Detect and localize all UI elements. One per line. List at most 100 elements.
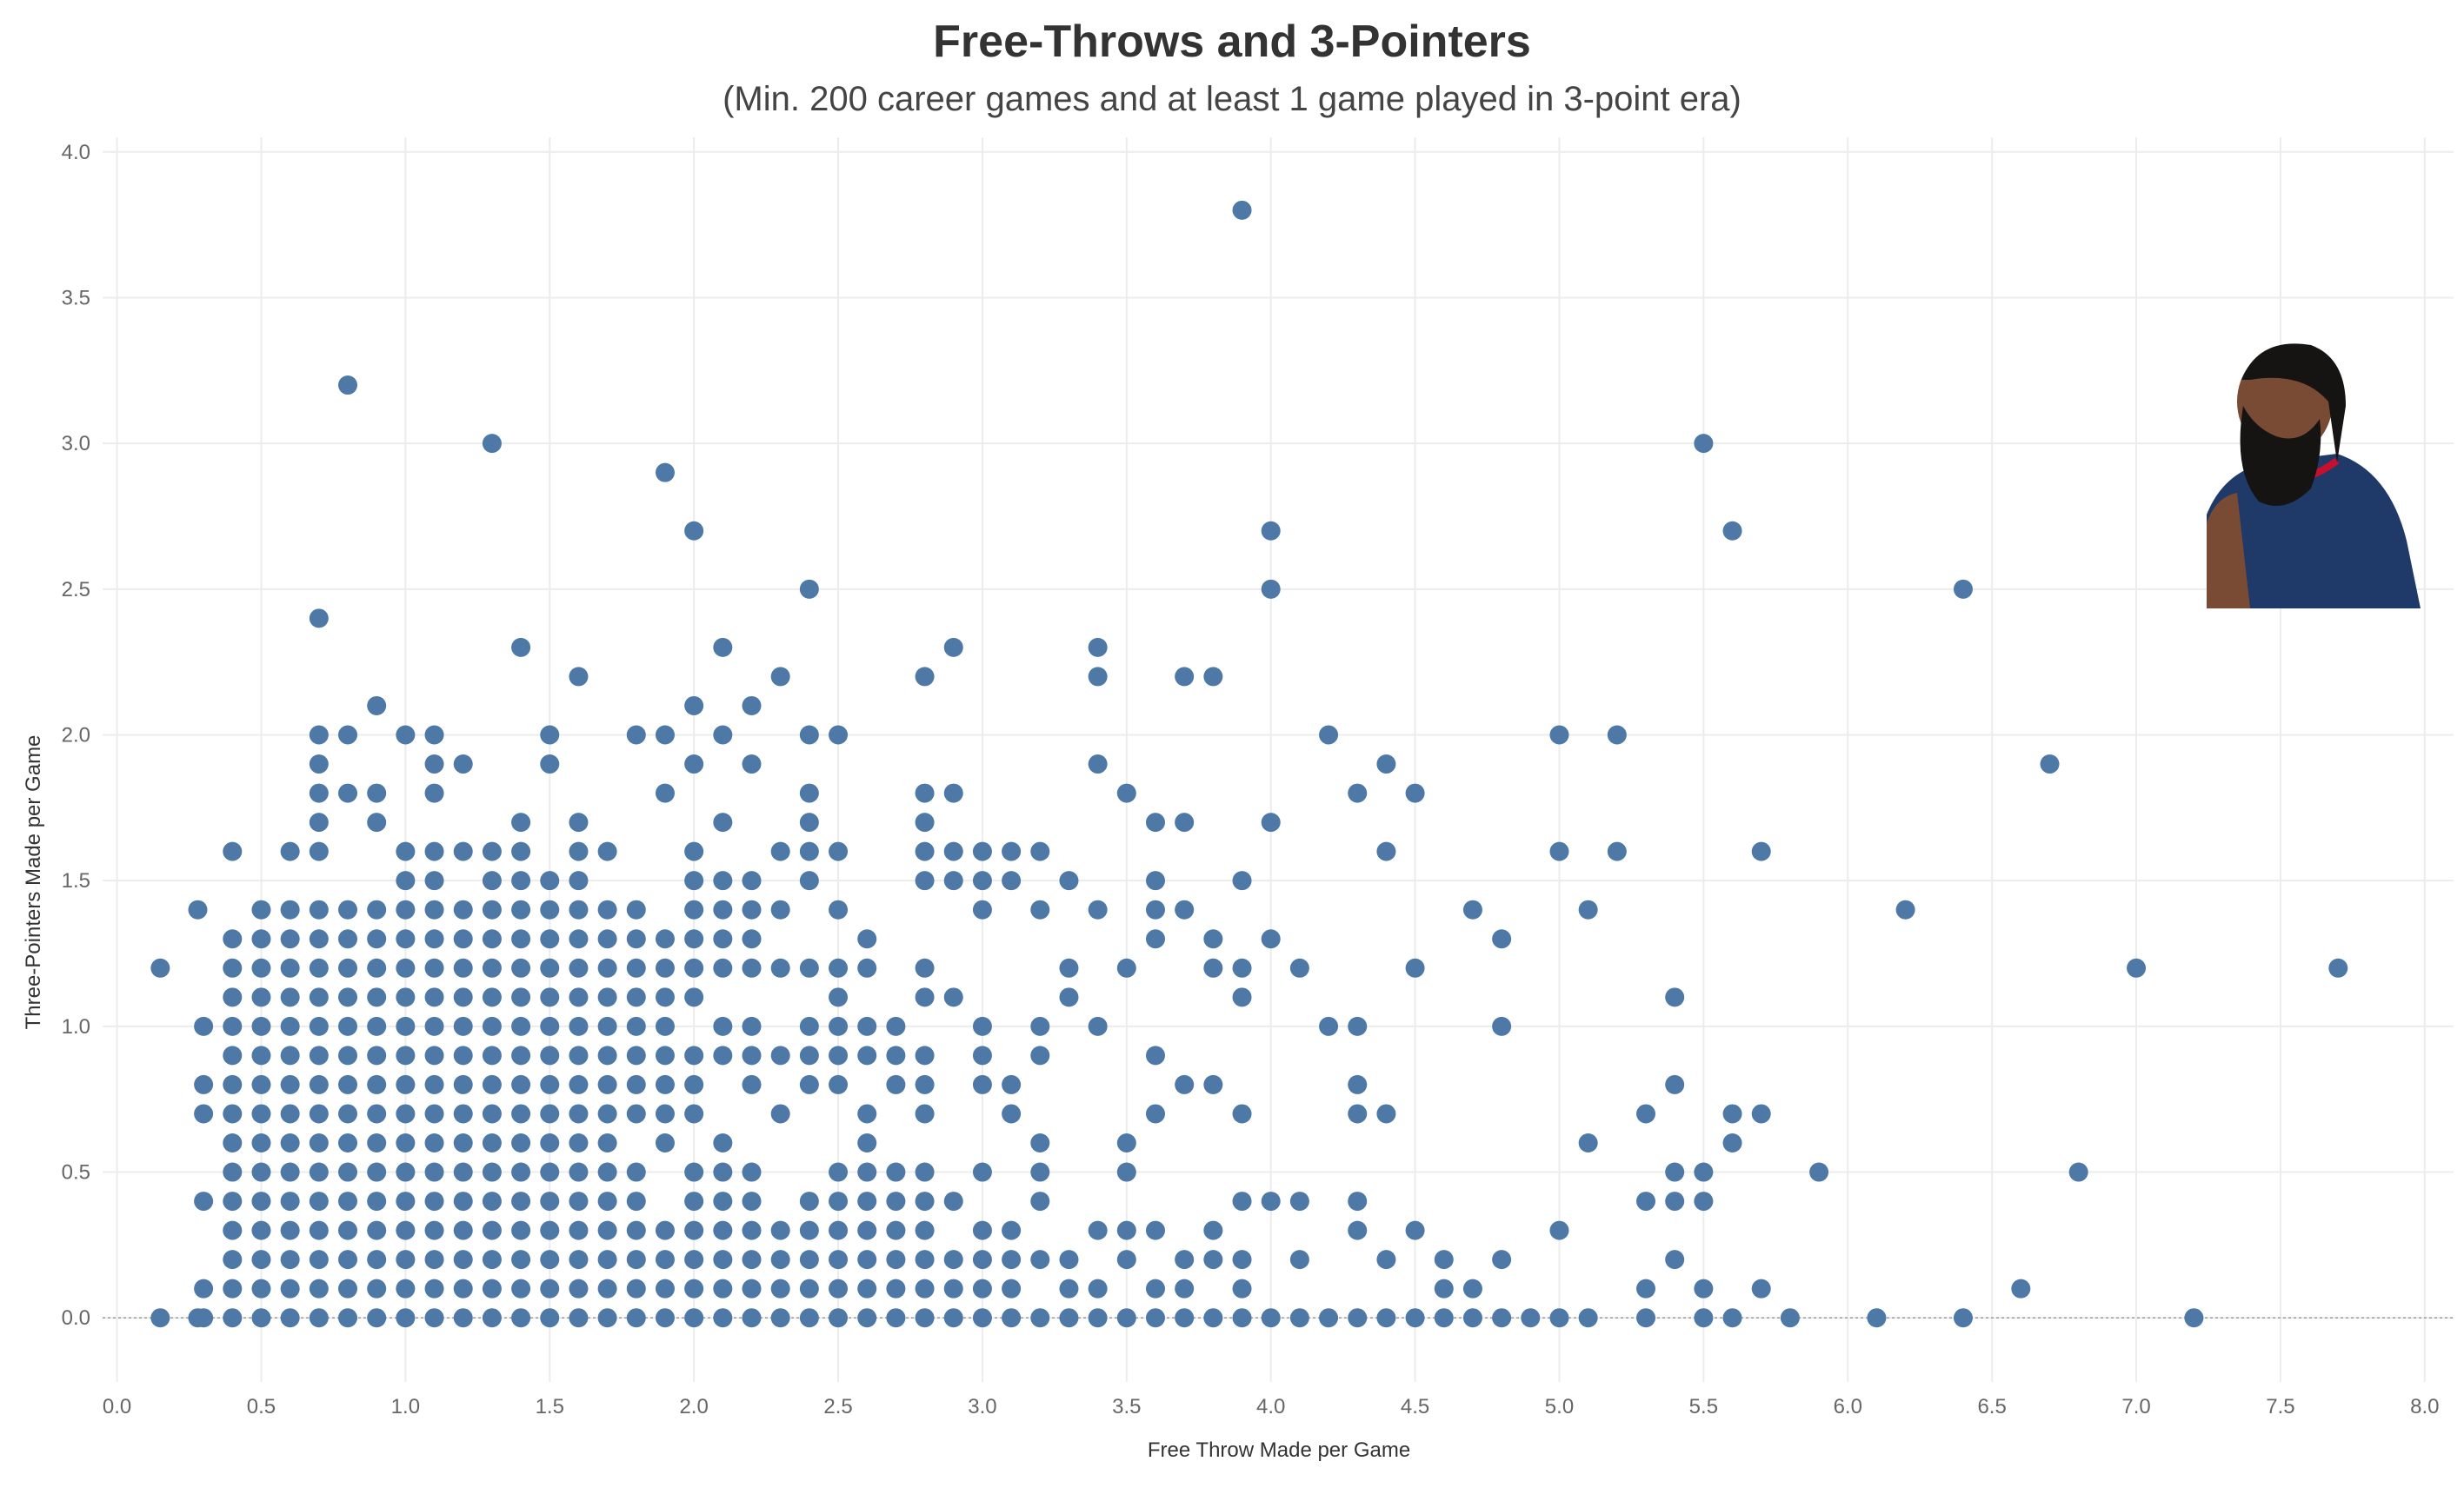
data-point xyxy=(655,1220,675,1240)
data-point xyxy=(1059,1308,1079,1328)
data-point xyxy=(453,900,473,920)
data-point xyxy=(424,958,444,978)
data-point xyxy=(799,1308,819,1328)
data-point xyxy=(1549,1220,1569,1240)
data-point xyxy=(915,783,935,803)
y-axis-ticks: 0.0 0.5 1.0 1.5 2.0 2.5 3.0 3.5 4.0 xyxy=(62,141,90,1330)
data-point xyxy=(1953,1308,1973,1328)
data-point xyxy=(943,637,963,657)
data-point xyxy=(713,958,733,978)
data-point xyxy=(829,900,849,920)
data-point xyxy=(1002,1074,1022,1094)
data-point xyxy=(1289,1192,1309,1212)
x-axis-title: Free Throw Made per Game xyxy=(1148,1438,1410,1462)
data-point xyxy=(150,958,170,978)
data-point xyxy=(540,871,560,891)
data-point xyxy=(713,1279,733,1299)
data-point xyxy=(396,1250,416,1270)
data-point xyxy=(829,1162,849,1182)
data-point xyxy=(742,1074,762,1094)
data-point xyxy=(569,813,589,833)
data-point xyxy=(280,1016,300,1036)
data-point xyxy=(309,1016,329,1036)
data-point xyxy=(626,1220,646,1240)
data-point xyxy=(1636,1279,1656,1299)
data-point xyxy=(569,1016,589,1036)
data-point xyxy=(482,1046,502,1066)
data-point xyxy=(396,987,416,1007)
data-point xyxy=(540,754,560,774)
data-point xyxy=(424,1308,444,1328)
data-point xyxy=(1694,1162,1714,1182)
data-point xyxy=(1492,1250,1512,1270)
data-point xyxy=(251,1104,271,1124)
data-point xyxy=(540,900,560,920)
beard-shape xyxy=(2240,406,2321,506)
data-point xyxy=(1694,1192,1714,1212)
data-point xyxy=(1145,900,1165,920)
data-point xyxy=(223,1074,243,1094)
data-point xyxy=(338,1308,358,1328)
data-point xyxy=(799,1250,819,1270)
data-point xyxy=(1088,1220,1108,1240)
data-point xyxy=(1319,1016,1339,1036)
data-point xyxy=(1636,1308,1656,1328)
data-point xyxy=(915,667,935,687)
data-point xyxy=(1376,1308,1396,1328)
data-point xyxy=(569,1104,589,1124)
data-point xyxy=(915,958,935,978)
data-point xyxy=(684,958,704,978)
data-point xyxy=(597,1046,617,1066)
data-point xyxy=(367,987,387,1007)
data-point xyxy=(1780,1308,1800,1328)
data-point xyxy=(684,521,704,541)
data-point xyxy=(1289,1250,1309,1270)
data-point xyxy=(1002,1250,1022,1270)
data-point xyxy=(799,958,819,978)
data-point xyxy=(886,1046,906,1066)
data-point xyxy=(453,929,473,949)
data-point xyxy=(1694,1279,1714,1299)
data-point xyxy=(1203,1220,1223,1240)
data-point xyxy=(742,1192,762,1212)
data-point xyxy=(597,1104,617,1124)
data-point xyxy=(655,987,675,1007)
data-point xyxy=(915,1046,935,1066)
data-point xyxy=(251,900,271,920)
data-point xyxy=(280,841,300,861)
data-point xyxy=(799,1016,819,1036)
data-point xyxy=(424,1104,444,1124)
data-point xyxy=(1088,637,1108,657)
data-point xyxy=(1145,1279,1165,1299)
data-point xyxy=(540,958,560,978)
y-tick-label: 0.5 xyxy=(62,1161,90,1185)
data-point xyxy=(1175,1308,1195,1328)
data-point xyxy=(1694,1308,1714,1328)
data-point xyxy=(857,1016,877,1036)
data-point xyxy=(1232,1192,1252,1212)
data-point xyxy=(251,1279,271,1299)
data-point xyxy=(338,1016,358,1036)
data-point xyxy=(511,900,531,920)
data-point xyxy=(655,1279,675,1299)
data-point xyxy=(194,1308,214,1328)
data-point xyxy=(742,695,762,715)
data-point xyxy=(453,1192,473,1212)
data-point xyxy=(742,1308,762,1328)
data-point xyxy=(367,929,387,949)
data-point xyxy=(1607,841,1627,861)
data-point xyxy=(684,900,704,920)
data-point xyxy=(511,1250,531,1270)
data-point xyxy=(684,1192,704,1212)
data-point xyxy=(424,929,444,949)
data-point xyxy=(424,1074,444,1094)
data-point xyxy=(511,958,531,978)
data-point xyxy=(223,1016,243,1036)
data-point xyxy=(742,1220,762,1240)
data-point xyxy=(511,813,531,833)
data-point xyxy=(482,1192,502,1212)
data-point xyxy=(338,1104,358,1124)
data-point xyxy=(1665,987,1685,1007)
data-point xyxy=(684,1046,704,1066)
data-point xyxy=(1578,900,1598,920)
